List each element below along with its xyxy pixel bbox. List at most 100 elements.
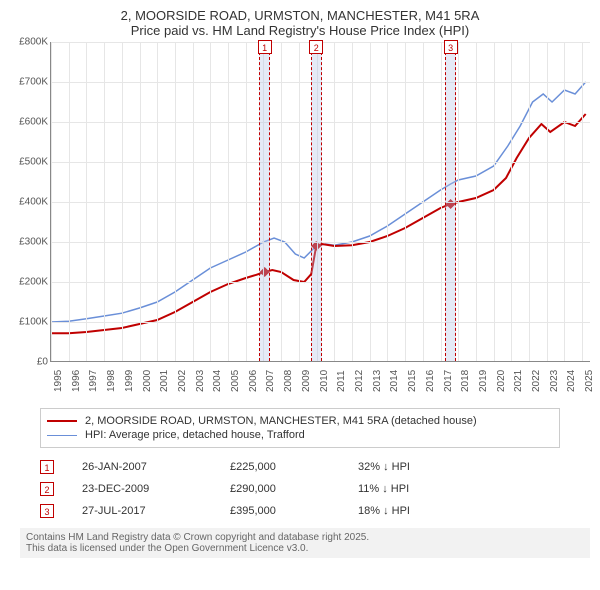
x-axis-label: 1995 xyxy=(53,370,64,392)
x-axis-label: 2013 xyxy=(372,370,383,392)
grid-line-v xyxy=(122,42,123,361)
footer-line: Contains HM Land Registry data © Crown c… xyxy=(26,532,584,543)
legend-item: HPI: Average price, detached house, Traf… xyxy=(47,429,553,441)
y-axis-label: £500K xyxy=(10,157,48,168)
grid-line-v xyxy=(476,42,477,361)
chart-container: 2, MOORSIDE ROAD, URMSTON, MANCHESTER, M… xyxy=(0,0,600,590)
grid-line-v xyxy=(86,42,87,361)
sale-hpi-diff: 32% ↓ HPI xyxy=(358,461,488,473)
x-axis-label: 1999 xyxy=(124,370,135,392)
grid-line-v xyxy=(246,42,247,361)
grid-line-v xyxy=(405,42,406,361)
sale-marker-badge: 3 xyxy=(40,504,54,518)
x-axis-label: 2004 xyxy=(212,370,223,392)
grid-line-v xyxy=(547,42,548,361)
grid-line-v xyxy=(193,42,194,361)
grid-line-v xyxy=(511,42,512,361)
x-axis-label: 2019 xyxy=(478,370,489,392)
y-axis-label: £700K xyxy=(10,77,48,88)
y-axis-label: £400K xyxy=(10,197,48,208)
sales-table: 1 26-JAN-2007 £225,000 32% ↓ HPI 2 23-DE… xyxy=(40,456,560,522)
x-axis-label: 2000 xyxy=(142,370,153,392)
sale-marker-band xyxy=(445,42,456,361)
x-axis-label: 1996 xyxy=(71,370,82,392)
x-axis-label: 1998 xyxy=(106,370,117,392)
grid-line-v xyxy=(423,42,424,361)
sale-hpi-diff: 11% ↓ HPI xyxy=(358,483,488,495)
sale-marker-tag: 3 xyxy=(444,40,458,54)
sale-marker-band xyxy=(311,42,322,361)
sale-price: £290,000 xyxy=(230,483,330,495)
grid-line-v xyxy=(281,42,282,361)
y-axis-label: £100K xyxy=(10,317,48,328)
sale-marker-badge: 1 xyxy=(40,460,54,474)
legend-label: HPI: Average price, detached house, Traf… xyxy=(85,429,305,441)
sale-price: £395,000 xyxy=(230,505,330,517)
x-axis-label: 2002 xyxy=(177,370,188,392)
title-address: 2, MOORSIDE ROAD, URMSTON, MANCHESTER, M… xyxy=(10,8,590,23)
x-axis-label: 2009 xyxy=(301,370,312,392)
x-axis-label: 2020 xyxy=(496,370,507,392)
y-axis-label: £0 xyxy=(10,357,48,368)
x-axis-label: 2006 xyxy=(248,370,259,392)
grid-line-v xyxy=(441,42,442,361)
grid-line-v xyxy=(210,42,211,361)
y-axis-label: £600K xyxy=(10,117,48,128)
plot-area: 1 2 3 xyxy=(50,42,590,362)
sale-marker-tag: 2 xyxy=(309,40,323,54)
x-axis-label: 2018 xyxy=(460,370,471,392)
legend-item: 2, MOORSIDE ROAD, URMSTON, MANCHESTER, M… xyxy=(47,415,553,427)
sale-price: £225,000 xyxy=(230,461,330,473)
x-axis-label: 2017 xyxy=(443,370,454,392)
x-axis-label: 2021 xyxy=(513,370,524,392)
table-row: 1 26-JAN-2007 £225,000 32% ↓ HPI xyxy=(40,456,560,478)
x-axis-label: 2011 xyxy=(336,370,347,392)
grid-line-v xyxy=(564,42,565,361)
x-axis-label: 1997 xyxy=(88,370,99,392)
x-axis-label: 2008 xyxy=(283,370,294,392)
y-axis-label: £300K xyxy=(10,237,48,248)
x-axis-label: 2005 xyxy=(230,370,241,392)
footer-line: This data is licensed under the Open Gov… xyxy=(26,543,584,554)
x-axis-label: 2025 xyxy=(584,370,595,392)
grid-line-v xyxy=(157,42,158,361)
x-axis-label: 2023 xyxy=(549,370,560,392)
x-axis-label: 2022 xyxy=(531,370,542,392)
legend-swatch xyxy=(47,435,77,436)
sale-marker-badge: 2 xyxy=(40,482,54,496)
x-axis-label: 2015 xyxy=(407,370,418,392)
title-block: 2, MOORSIDE ROAD, URMSTON, MANCHESTER, M… xyxy=(10,8,590,38)
grid-line-v xyxy=(69,42,70,361)
y-axis-label: £800K xyxy=(10,37,48,48)
grid-line-v xyxy=(334,42,335,361)
grid-line-v xyxy=(140,42,141,361)
footer-attribution: Contains HM Land Registry data © Crown c… xyxy=(20,528,590,558)
grid-line-v xyxy=(299,42,300,361)
table-row: 2 23-DEC-2009 £290,000 11% ↓ HPI xyxy=(40,478,560,500)
y-axis-label: £200K xyxy=(10,277,48,288)
grid-line-v xyxy=(582,42,583,361)
x-axis-label: 2016 xyxy=(425,370,436,392)
sale-hpi-diff: 18% ↓ HPI xyxy=(358,505,488,517)
sale-marker-tag: 1 xyxy=(258,40,272,54)
grid-line-v xyxy=(494,42,495,361)
x-axis-label: 2014 xyxy=(389,370,400,392)
x-axis-label: 2012 xyxy=(354,370,365,392)
grid-line-v xyxy=(458,42,459,361)
grid-line-v xyxy=(104,42,105,361)
legend-box: 2, MOORSIDE ROAD, URMSTON, MANCHESTER, M… xyxy=(40,408,560,448)
grid-line-v xyxy=(51,42,52,361)
x-axis-label: 2010 xyxy=(319,370,330,392)
x-axis-label: 2003 xyxy=(195,370,206,392)
legend-swatch xyxy=(47,420,77,422)
title-sub: Price paid vs. HM Land Registry's House … xyxy=(10,23,590,38)
grid-line-v xyxy=(370,42,371,361)
grid-line-v xyxy=(352,42,353,361)
table-row: 3 27-JUL-2017 £395,000 18% ↓ HPI xyxy=(40,500,560,522)
grid-line-v xyxy=(175,42,176,361)
sale-date: 26-JAN-2007 xyxy=(82,461,202,473)
grid-line-v xyxy=(228,42,229,361)
sale-date: 23-DEC-2009 xyxy=(82,483,202,495)
x-axis-label: 2024 xyxy=(566,370,577,392)
sale-marker-band xyxy=(259,42,270,361)
